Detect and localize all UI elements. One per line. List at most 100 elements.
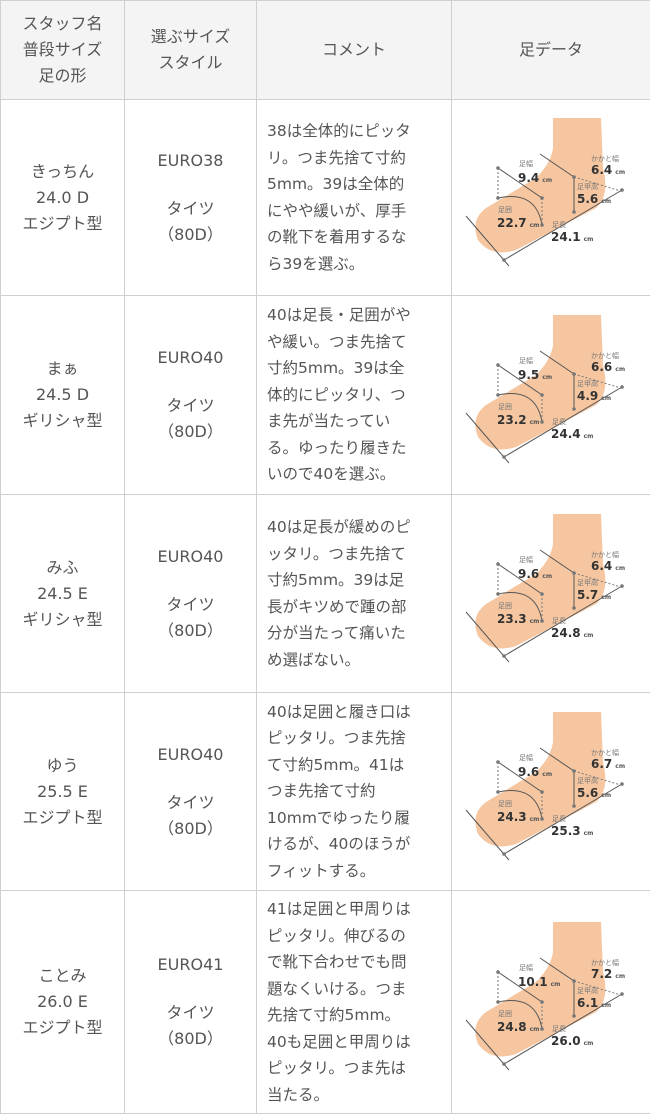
- comment-line: ピッタリ。つま先捨: [267, 725, 443, 752]
- measure-point: [496, 790, 500, 794]
- comment-cell: 40は足長が緩めのピッタリ。つま先捨て寸約5mm。39は足長がキツめで踵の部分が…: [257, 495, 452, 693]
- header-line: 普段サイズ: [2, 37, 123, 63]
- measure-point: [540, 1000, 544, 1004]
- foot-value-unit: cm: [584, 632, 594, 639]
- foot-value-unit: cm: [601, 792, 611, 799]
- foot-value-heel-number: 6.6: [591, 360, 612, 374]
- foot-label-instep: 足甲高: [577, 986, 598, 995]
- foot-label-width: 足幅: [519, 753, 533, 762]
- comment-line: で靴下合わせでも問: [267, 949, 443, 976]
- foot-label-length: 足長: [552, 221, 566, 229]
- foot-label-length: 足長: [552, 1025, 566, 1033]
- measure-point: [572, 407, 576, 411]
- foot-label-length: 足長: [552, 617, 566, 625]
- foot-value-girth-number: 23.2: [497, 413, 527, 427]
- foot-value-length-number: 24.8: [551, 626, 581, 640]
- foot-label-girth: 足囲: [498, 1010, 512, 1018]
- measure-point: [572, 606, 576, 610]
- measure-point: [620, 992, 624, 996]
- comment-line: ら39を選ぶ。: [267, 251, 443, 278]
- measure-point: [620, 584, 624, 588]
- gap: [126, 174, 255, 196]
- denier: （80D）: [126, 1026, 255, 1052]
- staff-size: 24.5 D: [2, 382, 123, 408]
- measure-point: [540, 592, 544, 596]
- foot-label-width: 足幅: [519, 555, 533, 564]
- foot-value-girth-number: 24.8: [497, 1020, 527, 1034]
- euro-size: EURO40: [126, 544, 255, 570]
- euro-size: EURO41: [126, 952, 255, 978]
- measure-point: [540, 420, 544, 424]
- comment-line: 5mm。39は全体的: [267, 171, 443, 198]
- foot-value-instep-number: 5.6: [577, 192, 598, 206]
- measure-point: [496, 592, 500, 596]
- foot-label-length: 足長: [552, 418, 566, 426]
- foot-value-width-number: 9.4: [518, 171, 539, 185]
- comment-line: 10mmでゆったり履: [267, 805, 443, 832]
- comment-line: いので40を選ぶ。: [267, 461, 443, 488]
- staff-shape: エジプト型: [2, 805, 123, 831]
- denier: （80D）: [126, 816, 255, 842]
- measure-point: [496, 970, 500, 974]
- foot-value-heel-number: 6.4: [591, 559, 612, 573]
- gap: [126, 570, 255, 592]
- measure-point: [502, 1062, 506, 1066]
- staff-shape: ギリシャ型: [2, 408, 123, 434]
- comment-line: 40は足囲と履き口は: [267, 699, 443, 726]
- comment-line: けるが、40のほうが: [267, 831, 443, 858]
- foot-value-instep-number: 5.6: [577, 786, 598, 800]
- foot-value-unit: cm: [615, 565, 625, 572]
- measure-point: [502, 455, 506, 459]
- header-line: スタイル: [126, 50, 255, 76]
- foot-value-girth-number: 24.3: [497, 810, 527, 824]
- comment-line: 体的にピッタリ、つ: [267, 382, 443, 409]
- measure-point: [572, 769, 576, 773]
- comment-line: ピッタリ。伸びるの: [267, 923, 443, 950]
- foot-value-unit: cm: [530, 222, 540, 229]
- measure-point: [502, 654, 506, 658]
- staff-name: みふ: [2, 555, 123, 581]
- foot-label-heel: かかと幅: [591, 748, 619, 757]
- header-foot-data: 足データ: [452, 1, 650, 100]
- staff-name: きっちん: [2, 159, 123, 185]
- measure-point: [620, 385, 624, 389]
- header-row: スタッフ名 普段サイズ 足の形 選ぶサイズ スタイル コメント 足データ: [1, 1, 650, 100]
- staff-size: 26.0 E: [2, 989, 123, 1015]
- header-line: 選ぶサイズ: [126, 24, 255, 50]
- foot-value-unit: cm: [584, 830, 594, 837]
- foot-label-heel: かかと幅: [591, 154, 619, 163]
- style-name: タイツ: [126, 196, 255, 222]
- measure-point: [496, 1000, 500, 1004]
- foot-label-heel: かかと幅: [591, 958, 619, 967]
- header-comment: コメント: [257, 1, 452, 100]
- measure-point: [572, 210, 576, 214]
- staff-name: ことみ: [2, 963, 123, 989]
- foot-value-girth-number: 23.3: [497, 612, 527, 626]
- staff-size: 24.0 D: [2, 185, 123, 211]
- foot-value-length-number: 25.3: [551, 824, 581, 838]
- comment-cell: 41は足囲と甲周りはピッタリ。伸びるので靴下合わせでも問題なくいける。つま先捨て…: [257, 891, 452, 1114]
- comment-line: ピッタリ。つま先は: [267, 1055, 443, 1082]
- comment-line: 寸約5mm。39は全: [267, 355, 443, 382]
- measure-point: [620, 188, 624, 192]
- denier: （80D）: [126, 222, 255, 248]
- measure-point: [496, 393, 500, 397]
- gap: [126, 371, 255, 393]
